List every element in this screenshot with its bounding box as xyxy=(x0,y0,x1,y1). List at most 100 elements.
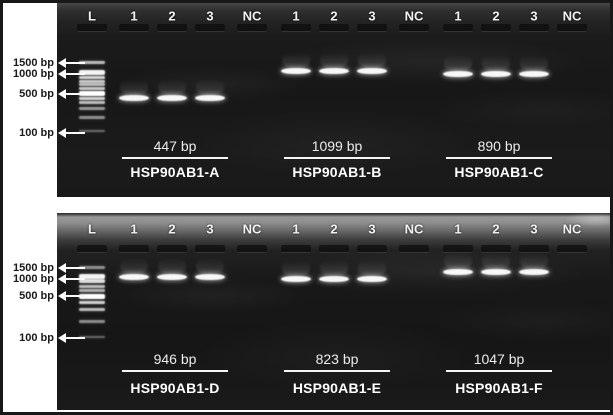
lane-label: 2 xyxy=(330,8,338,24)
ladder-band xyxy=(79,293,105,299)
marker-size-label: 1500 bp xyxy=(13,262,54,274)
marker-size-label: 1000 bp xyxy=(13,68,54,80)
band-smear xyxy=(282,52,310,68)
pcr-product-band xyxy=(519,269,549,275)
lane-label: 2 xyxy=(492,221,500,237)
lane-label: NC xyxy=(404,8,424,24)
band-smear xyxy=(520,55,548,71)
lane-label: 1 xyxy=(292,221,300,237)
marker-arrow-line xyxy=(66,73,85,75)
gene-name-label: HSP90AB1-E xyxy=(292,380,382,396)
marker-arrow-line xyxy=(66,62,85,64)
band-smear xyxy=(320,260,348,276)
lane-label: NC xyxy=(562,221,582,237)
marker-arrow-line xyxy=(66,132,85,134)
sample-well xyxy=(281,245,311,253)
ladder-band xyxy=(79,106,105,110)
ladder-band xyxy=(79,265,105,269)
marker-arrow-icon xyxy=(58,263,66,273)
molecular-weight-marker: 500 bp xyxy=(9,87,85,101)
gene-name-label: HSP90AB1-C xyxy=(454,164,544,180)
ladder-band xyxy=(79,100,105,104)
lane-label: 2 xyxy=(168,8,176,24)
lane-label: NC xyxy=(404,221,424,237)
lane-label: 2 xyxy=(492,8,500,24)
marker-arrow-line xyxy=(66,267,85,269)
marker-arrow-icon xyxy=(58,128,66,138)
ladder-band xyxy=(79,300,105,304)
marker-arrow-icon xyxy=(58,274,66,284)
marker-arrow-icon xyxy=(58,291,66,301)
lane-label: 3 xyxy=(530,221,538,237)
band-smear xyxy=(520,253,548,269)
caption-underline xyxy=(446,370,552,372)
gene-name-label: HSP90AB1-B xyxy=(292,164,382,180)
molecular-weight-marker: 1000 bp xyxy=(9,67,85,81)
lane-label: 1 xyxy=(292,8,300,24)
gene-name-label: HSP90AB1-D xyxy=(130,380,220,396)
lane-label: NC xyxy=(242,221,262,237)
amplicon-size-label: 1099 bp xyxy=(311,138,363,154)
amplicon-size-label: 946 bp xyxy=(153,351,197,367)
pcr-product-band xyxy=(281,68,311,74)
gel-panel-top: L 1 2 3 NC 1 2 3 NC 1 2 3 NC 447 bp HSP90AB1-A 1099 bp H… xyxy=(3,3,610,197)
ladder-band xyxy=(79,273,105,279)
sample-well xyxy=(195,24,225,32)
sample-well xyxy=(77,24,107,32)
sample-well xyxy=(319,24,349,32)
band-smear xyxy=(196,258,224,274)
lane-label: 3 xyxy=(368,221,376,237)
marker-size-label: 100 bp xyxy=(19,127,54,139)
pcr-product-band xyxy=(357,276,387,282)
lane-label: L xyxy=(88,8,96,24)
caption-underline xyxy=(446,157,552,159)
pcr-product-band xyxy=(195,95,225,101)
pcr-product-band xyxy=(481,269,511,275)
gel-photo: L 1 2 3 NC 1 2 3 NC 1 2 3 NC 447 bp HSP90AB1-A 1099 bp H… xyxy=(57,3,610,197)
pcr-product-band xyxy=(481,71,511,77)
ladder-band xyxy=(79,288,105,292)
band-smear xyxy=(158,79,186,95)
amplicon-size-label: 1047 bp xyxy=(473,351,525,367)
lane-label: 3 xyxy=(530,8,538,24)
lane-label: 2 xyxy=(330,221,338,237)
band-smear xyxy=(320,52,348,68)
caption-underline xyxy=(122,370,228,372)
molecular-weight-marker: 500 bp xyxy=(9,289,85,303)
ladder-band xyxy=(79,284,105,288)
sample-well xyxy=(519,245,549,253)
sample-well xyxy=(319,245,349,253)
lane-label: NC xyxy=(242,8,262,24)
molecular-weight-marker: 1500 bp xyxy=(9,261,85,275)
sample-well xyxy=(77,245,107,253)
band-smear xyxy=(482,55,510,71)
lane-label: NC xyxy=(562,8,582,24)
marker-arrow-line xyxy=(66,278,85,280)
lane-label: 1 xyxy=(130,8,138,24)
molecular-weight-marker: 1500 bp xyxy=(9,56,85,70)
sample-well xyxy=(157,24,187,32)
band-smear xyxy=(444,253,472,269)
ladder-band xyxy=(79,319,105,323)
sample-well xyxy=(481,245,511,253)
ladder-band xyxy=(79,75,105,79)
marker-size-label: 100 bp xyxy=(19,332,54,344)
pcr-product-band xyxy=(281,276,311,282)
marker-size-label: 500 bp xyxy=(19,290,54,302)
lane-label: 3 xyxy=(368,8,376,24)
amplicon-size-label: 823 bp xyxy=(315,351,359,367)
marker-size-label: 1500 bp xyxy=(13,57,54,69)
molecular-weight-marker: 100 bp xyxy=(9,126,85,140)
pcr-product-band xyxy=(443,71,473,77)
ladder-band xyxy=(79,336,105,338)
band-smear xyxy=(196,79,224,95)
sample-well xyxy=(557,245,587,253)
band-smear xyxy=(120,79,148,95)
marker-arrow-icon xyxy=(58,58,66,68)
sample-well xyxy=(399,24,429,32)
ladder-band xyxy=(79,60,105,64)
lane-label: L xyxy=(88,221,96,237)
ladder-band xyxy=(79,115,105,119)
pcr-product-band xyxy=(319,68,349,74)
pcr-product-band xyxy=(519,71,549,77)
